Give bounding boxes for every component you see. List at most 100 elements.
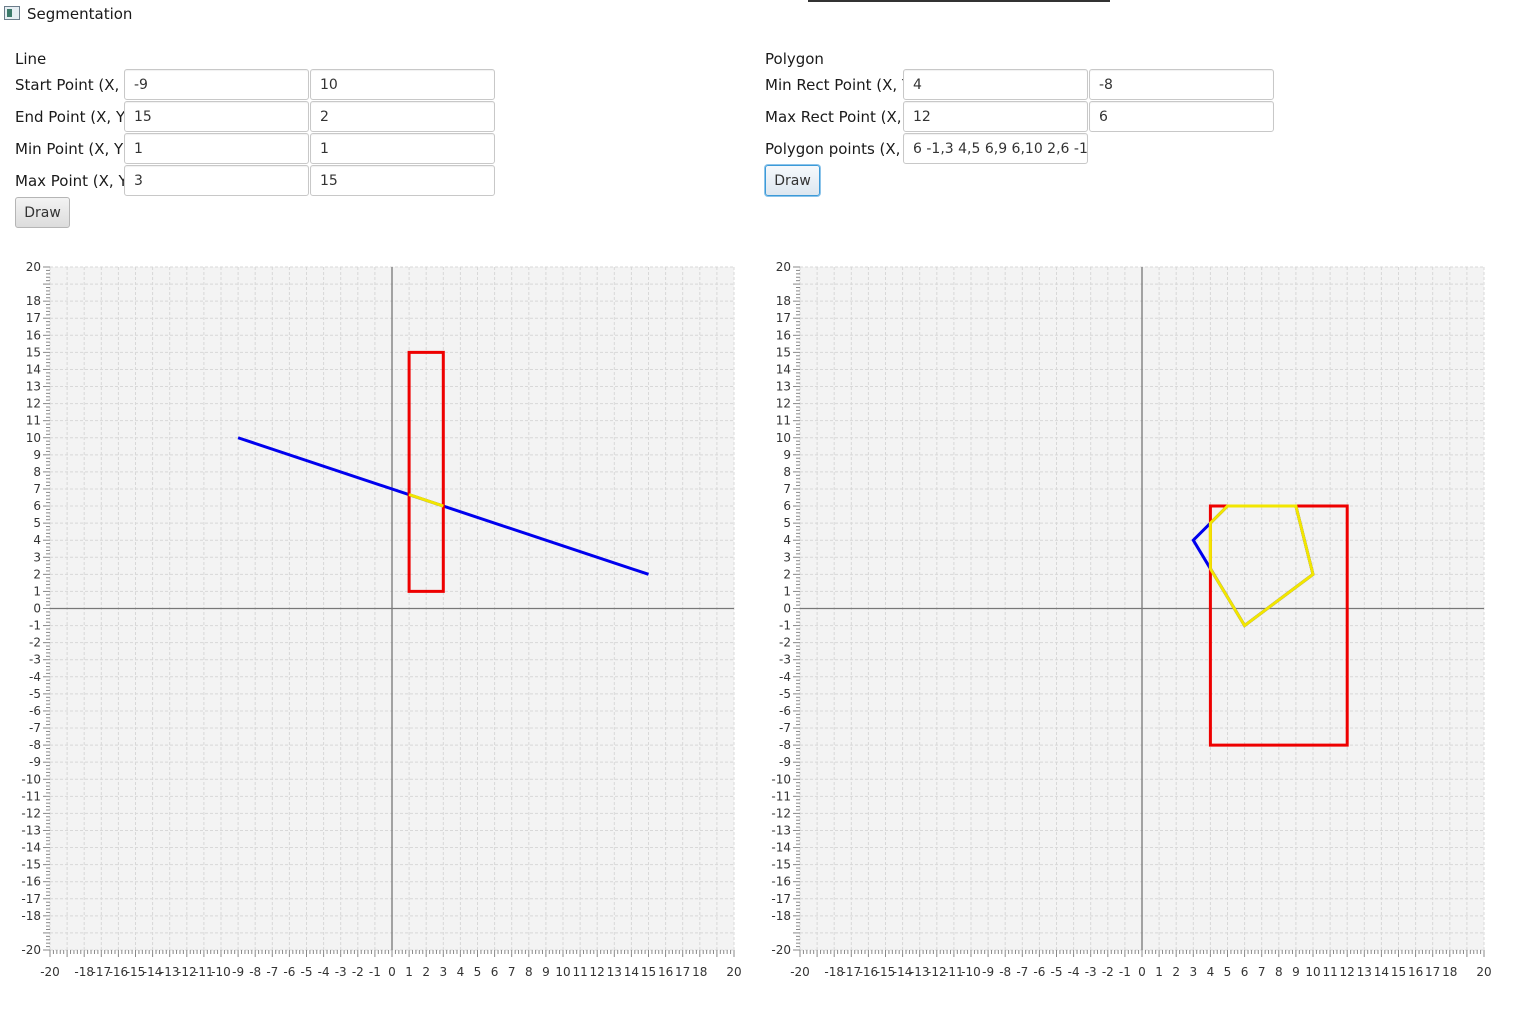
x-tick-label: -9 [982, 965, 994, 979]
polygon-section-title: Polygon [765, 50, 824, 68]
y-tick-label: 20 [26, 260, 41, 274]
y-tick-label: 2 [33, 567, 41, 581]
y-tick-label: -18 [21, 909, 41, 923]
end-x-input[interactable] [124, 101, 309, 132]
y-tick-label: 2 [783, 567, 791, 581]
x-tick-label: -3 [1085, 965, 1097, 979]
x-tick-label: 20 [726, 965, 741, 979]
x-tick-label: 1 [405, 965, 413, 979]
y-tick-label: -11 [21, 789, 41, 803]
y-tick-label: 5 [33, 516, 41, 530]
y-tick-label: 13 [26, 380, 41, 394]
start-x-input[interactable] [124, 69, 309, 100]
y-tick-label: -3 [29, 653, 41, 667]
app-icon [4, 6, 20, 20]
y-tick-label: 7 [783, 482, 791, 496]
x-tick-label: 5 [474, 965, 482, 979]
x-tick-label: 18 [1442, 965, 1457, 979]
x-tick-label: 15 [1391, 965, 1406, 979]
y-tick-label: 3 [33, 550, 41, 564]
max-rect-y-input[interactable] [1089, 101, 1274, 132]
y-tick-label: -12 [21, 806, 41, 820]
x-tick-label: -20 [790, 965, 810, 979]
line-draw-button[interactable]: Draw [15, 197, 70, 228]
polygon-draw-button[interactable]: Draw [765, 165, 820, 196]
end-y-input[interactable] [310, 101, 495, 132]
x-tick-label: -16 [859, 965, 879, 979]
min-x-input[interactable] [124, 133, 309, 164]
max-y-input[interactable] [310, 165, 495, 196]
axis-ticks [793, 266, 1485, 957]
x-tick-label: 7 [1258, 965, 1266, 979]
x-tick-label: -15 [876, 965, 896, 979]
x-tick-label: 12 [1340, 965, 1355, 979]
x-tick-label: -14 [143, 965, 163, 979]
x-tick-label: 8 [1275, 965, 1283, 979]
start-y-input[interactable] [310, 69, 495, 100]
x-tick-label: 16 [1408, 965, 1423, 979]
max-rect-label: Max Rect Point (X, Y) [765, 108, 922, 126]
x-tick-label: 8 [525, 965, 533, 979]
y-tick-label: 17 [776, 311, 791, 325]
max-x-input[interactable] [124, 165, 309, 196]
x-tick-label: 2 [1172, 965, 1180, 979]
y-tick-label: 8 [783, 465, 791, 479]
x-tick-label: -1 [369, 965, 381, 979]
max-rect-x-input[interactable] [903, 101, 1088, 132]
y-tick-label: 1 [33, 584, 41, 598]
start-point-label: Start Point (X, Y) [15, 76, 140, 94]
x-tick-label: 2 [422, 965, 430, 979]
x-tick-label: -13 [160, 965, 180, 979]
y-tick-label: 9 [33, 448, 41, 462]
y-tick-label: -9 [29, 755, 41, 769]
polygon-points-label: Polygon points (X, Y) [765, 140, 921, 158]
y-tick-label: 12 [776, 397, 791, 411]
x-tick-label: -5 [301, 965, 313, 979]
y-tick-label: -2 [779, 636, 791, 650]
x-tick-label: -20 [40, 965, 60, 979]
y-tick-label: 12 [26, 397, 41, 411]
min-y-input[interactable] [310, 133, 495, 164]
x-tick-label: 13 [607, 965, 622, 979]
y-tick-label: -18 [771, 909, 791, 923]
min-rect-x-input[interactable] [903, 69, 1088, 100]
x-tick-label: 9 [1292, 965, 1300, 979]
x-tick-label: 0 [1138, 965, 1146, 979]
x-tick-label: -17 [91, 965, 111, 979]
x-tick-label: 17 [675, 965, 690, 979]
y-tick-label: 18 [26, 294, 41, 308]
x-tick-label: -11 [194, 965, 214, 979]
x-tick-label: 20 [1476, 965, 1491, 979]
y-tick-label: -7 [29, 721, 41, 735]
y-tick-label: 20 [776, 260, 791, 274]
x-tick-label: -8 [999, 965, 1011, 979]
x-tick-label: -10 [211, 965, 231, 979]
x-tick-label: -14 [893, 965, 913, 979]
line-clipping-chart: -20 -18-17-16-15-14-13-12-11-10 -9 -8 -7 -6 -5… [21, 260, 741, 979]
x-tick-label: 3 [439, 965, 447, 979]
x-tick-label: -11 [944, 965, 964, 979]
x-tick-label: -4 [318, 965, 330, 979]
x-tick-label: 14 [624, 965, 639, 979]
y-tick-label: -17 [21, 892, 41, 906]
min-rect-y-input[interactable] [1089, 69, 1274, 100]
x-tick-label: -16 [109, 965, 129, 979]
x-tick-label: -7 [266, 965, 278, 979]
y-tick-label: -20 [771, 943, 791, 957]
y-tick-label: 6 [33, 499, 41, 513]
y-tick-label: -13 [771, 823, 791, 837]
x-tick-label: -18 [824, 965, 844, 979]
title-bar: Segmentation [0, 0, 1522, 30]
y-tick-label: 4 [33, 533, 41, 547]
x-tick-label: -7 [1016, 965, 1028, 979]
x-tick-label: -6 [283, 965, 295, 979]
top-divider [808, 0, 1110, 2]
x-tick-label: 16 [658, 965, 673, 979]
x-tick-label: -5 [1051, 965, 1063, 979]
line-section-title: Line [15, 50, 47, 68]
y-tick-label: -5 [29, 687, 41, 701]
y-tick-label: -6 [29, 704, 41, 718]
y-tick-label: -4 [779, 670, 791, 684]
y-tick-label: 11 [26, 414, 41, 428]
polygon-points-input[interactable] [903, 133, 1088, 164]
